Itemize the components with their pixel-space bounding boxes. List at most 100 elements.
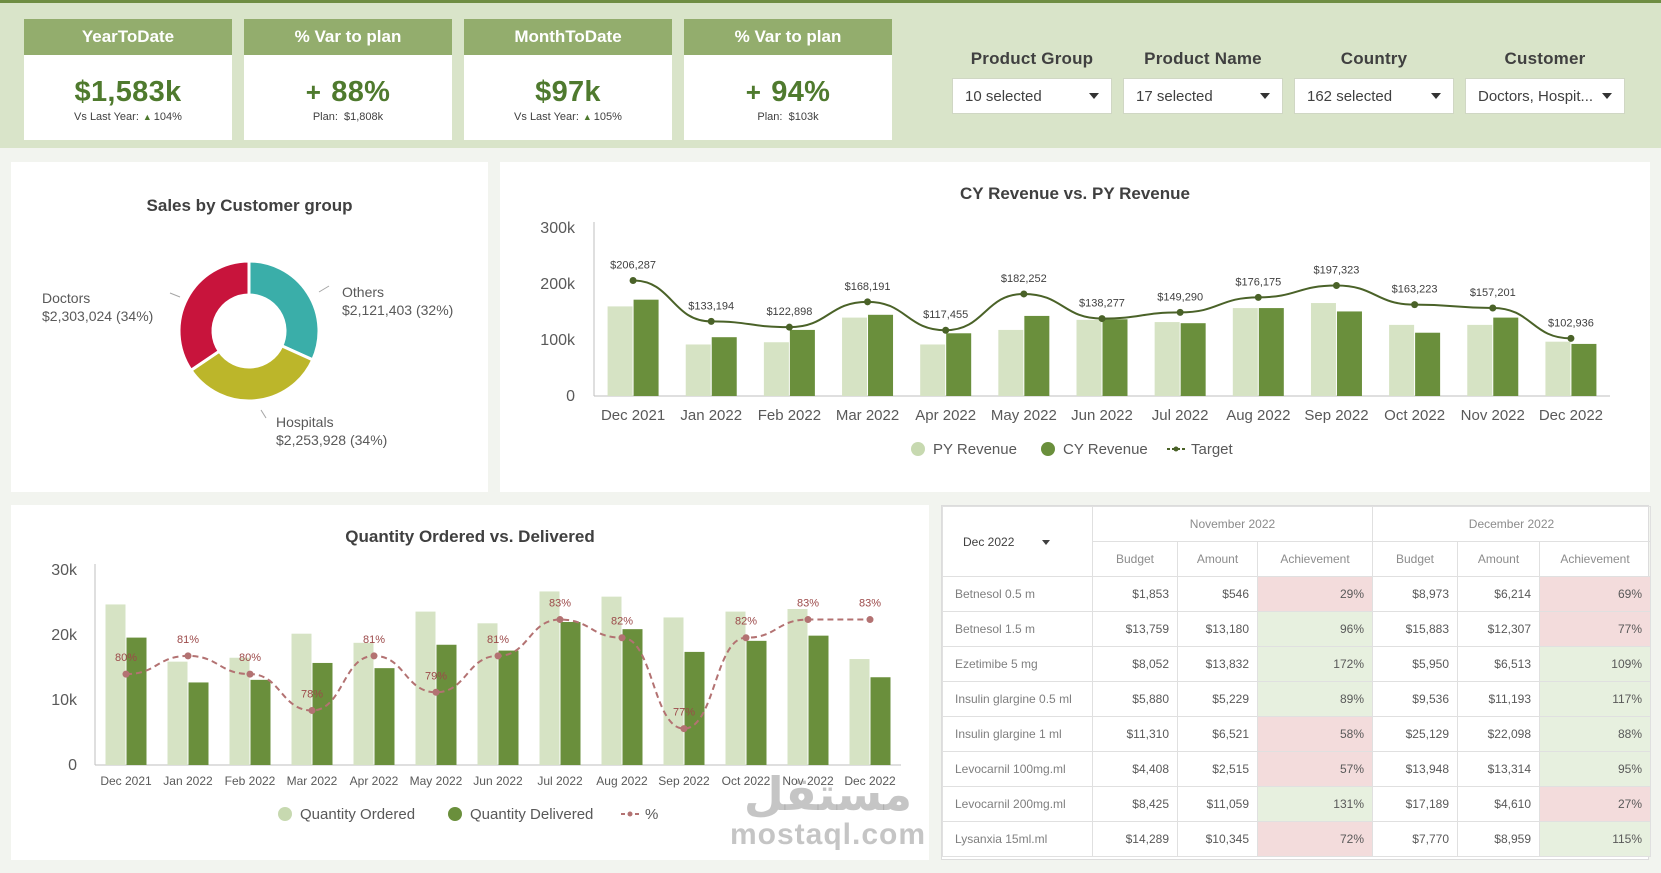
bar-quantity-ordered[interactable] bbox=[601, 596, 622, 765]
line-marker[interactable] bbox=[618, 634, 626, 642]
line-marker[interactable] bbox=[1332, 281, 1340, 289]
bar-quantity-delivered[interactable] bbox=[126, 637, 147, 765]
line-marker[interactable] bbox=[629, 276, 637, 284]
product-group-dropdown[interactable]: 10 selected bbox=[952, 78, 1112, 114]
product-name-dropdown[interactable]: 17 selected bbox=[1123, 78, 1283, 114]
bar-cy-revenue[interactable] bbox=[711, 337, 737, 396]
bar-py-revenue[interactable] bbox=[1154, 322, 1180, 396]
bar-quantity-delivered[interactable] bbox=[870, 677, 891, 765]
legend-label[interactable]: Quantity Delivered bbox=[470, 806, 593, 823]
bar-py-revenue[interactable] bbox=[1467, 324, 1493, 396]
line-marker[interactable] bbox=[866, 616, 874, 624]
plus-sign: + bbox=[305, 77, 322, 107]
bar-cy-revenue[interactable] bbox=[633, 299, 659, 396]
bar-cy-revenue[interactable] bbox=[1102, 319, 1128, 396]
month-selector[interactable]: Dec 2022 bbox=[942, 506, 1093, 577]
line-marker[interactable] bbox=[1098, 315, 1106, 323]
legend-label[interactable]: CY Revenue bbox=[1063, 441, 1148, 458]
line-marker[interactable] bbox=[494, 652, 502, 660]
bar-quantity-ordered[interactable] bbox=[849, 659, 870, 765]
bar-cy-revenue[interactable] bbox=[789, 329, 815, 396]
donut-slice-hospitals[interactable] bbox=[188, 343, 315, 403]
bar-py-revenue[interactable] bbox=[607, 306, 633, 396]
bar-py-revenue[interactable] bbox=[920, 344, 946, 396]
bar-quantity-delivered[interactable] bbox=[622, 629, 643, 765]
line-marker[interactable] bbox=[1254, 293, 1262, 301]
bar-py-revenue[interactable] bbox=[1232, 308, 1258, 396]
bar-py-revenue[interactable] bbox=[1310, 303, 1336, 396]
line-marker[interactable] bbox=[1411, 301, 1419, 309]
line-marker[interactable] bbox=[432, 688, 440, 696]
legend-label[interactable]: Quantity Ordered bbox=[300, 806, 415, 823]
bar-py-revenue[interactable] bbox=[685, 344, 711, 396]
table-cell-nov-ach: 131% bbox=[1257, 786, 1373, 822]
y-tick-label: 300k bbox=[540, 220, 576, 237]
line-marker[interactable] bbox=[122, 670, 130, 678]
bar-cy-revenue[interactable] bbox=[1024, 315, 1050, 396]
line-marker[interactable] bbox=[942, 326, 950, 334]
bar-cy-revenue[interactable] bbox=[868, 314, 894, 396]
line-marker[interactable] bbox=[556, 616, 564, 624]
line-marker[interactable] bbox=[1489, 304, 1497, 312]
bar-cy-revenue[interactable] bbox=[1493, 317, 1519, 396]
line-marker[interactable] bbox=[680, 725, 688, 733]
bar-quantity-ordered[interactable] bbox=[229, 657, 250, 765]
bar-cy-revenue[interactable] bbox=[1336, 311, 1362, 396]
bar-cy-revenue[interactable] bbox=[1180, 323, 1206, 396]
bar-quantity-ordered[interactable] bbox=[477, 623, 498, 765]
bar-cy-revenue[interactable] bbox=[1415, 332, 1441, 396]
bar-quantity-delivered[interactable] bbox=[746, 640, 767, 765]
bar-quantity-ordered[interactable] bbox=[105, 604, 126, 765]
bar-quantity-delivered[interactable] bbox=[684, 651, 705, 765]
table-row: Lysanxia 15ml.ml $14,289 $10,345 72% $7,770 $… bbox=[942, 821, 1651, 857]
line-marker[interactable] bbox=[1176, 308, 1184, 316]
donut-slice-doctors[interactable] bbox=[177, 259, 251, 373]
country-dropdown[interactable]: 162 selected bbox=[1294, 78, 1454, 114]
bar-py-revenue[interactable] bbox=[1076, 319, 1102, 396]
bar-py-revenue[interactable] bbox=[763, 342, 789, 396]
bar-quantity-ordered[interactable] bbox=[787, 609, 808, 765]
line-marker[interactable] bbox=[785, 323, 793, 331]
bar-py-revenue[interactable] bbox=[1389, 324, 1415, 396]
legend-label[interactable]: PY Revenue bbox=[933, 441, 1017, 458]
y-tick-label: 10k bbox=[51, 692, 78, 709]
revenue-chart: 0 100k 200k 300k Dec 2021 Jan 2022 Feb 2022 Mar… bbox=[540, 220, 1610, 458]
line-marker[interactable] bbox=[804, 616, 812, 624]
bar-quantity-delivered[interactable] bbox=[808, 635, 829, 765]
bar-py-revenue[interactable] bbox=[1545, 341, 1571, 396]
bar-cy-revenue[interactable] bbox=[946, 333, 972, 396]
bar-quantity-ordered[interactable] bbox=[167, 661, 188, 765]
bar-quantity-delivered[interactable] bbox=[498, 650, 519, 765]
bar-quantity-ordered[interactable] bbox=[353, 642, 374, 765]
watermark-arabic: مستقل bbox=[743, 767, 913, 821]
legend-label[interactable]: % bbox=[645, 806, 658, 823]
line-marker[interactable] bbox=[707, 317, 715, 325]
line-marker[interactable] bbox=[308, 706, 316, 714]
customer-dropdown[interactable]: Doctors, Hospit... bbox=[1465, 78, 1625, 114]
bar-py-revenue[interactable] bbox=[842, 317, 868, 396]
bar-quantity-ordered[interactable] bbox=[291, 633, 312, 765]
line-marker[interactable] bbox=[246, 670, 254, 678]
line-marker[interactable] bbox=[1020, 290, 1028, 298]
bar-cy-revenue[interactable] bbox=[1258, 308, 1284, 396]
line-marker[interactable] bbox=[1567, 334, 1575, 342]
bar-py-revenue[interactable] bbox=[998, 329, 1024, 396]
donut-slice-others[interactable] bbox=[247, 259, 321, 362]
bar-quantity-ordered[interactable] bbox=[663, 617, 684, 765]
bar-quantity-ordered[interactable] bbox=[725, 611, 746, 765]
bar-cy-revenue[interactable] bbox=[1571, 343, 1597, 396]
line-marker[interactable] bbox=[184, 652, 192, 660]
bar-quantity-ordered[interactable] bbox=[415, 611, 436, 765]
bar-quantity-delivered[interactable] bbox=[560, 622, 581, 765]
bar-quantity-delivered[interactable] bbox=[374, 668, 395, 765]
y-tick-label: 200k bbox=[540, 276, 576, 293]
line-marker[interactable] bbox=[370, 652, 378, 660]
line-marker[interactable] bbox=[742, 634, 750, 642]
legend-label[interactable]: Target bbox=[1191, 441, 1234, 458]
line-marker[interactable] bbox=[864, 298, 872, 306]
bar-quantity-delivered[interactable] bbox=[312, 662, 333, 765]
bar-quantity-delivered[interactable] bbox=[188, 682, 209, 765]
bar-quantity-delivered[interactable] bbox=[436, 644, 457, 765]
bar-quantity-ordered[interactable] bbox=[539, 591, 560, 765]
bar-quantity-delivered[interactable] bbox=[250, 679, 271, 765]
